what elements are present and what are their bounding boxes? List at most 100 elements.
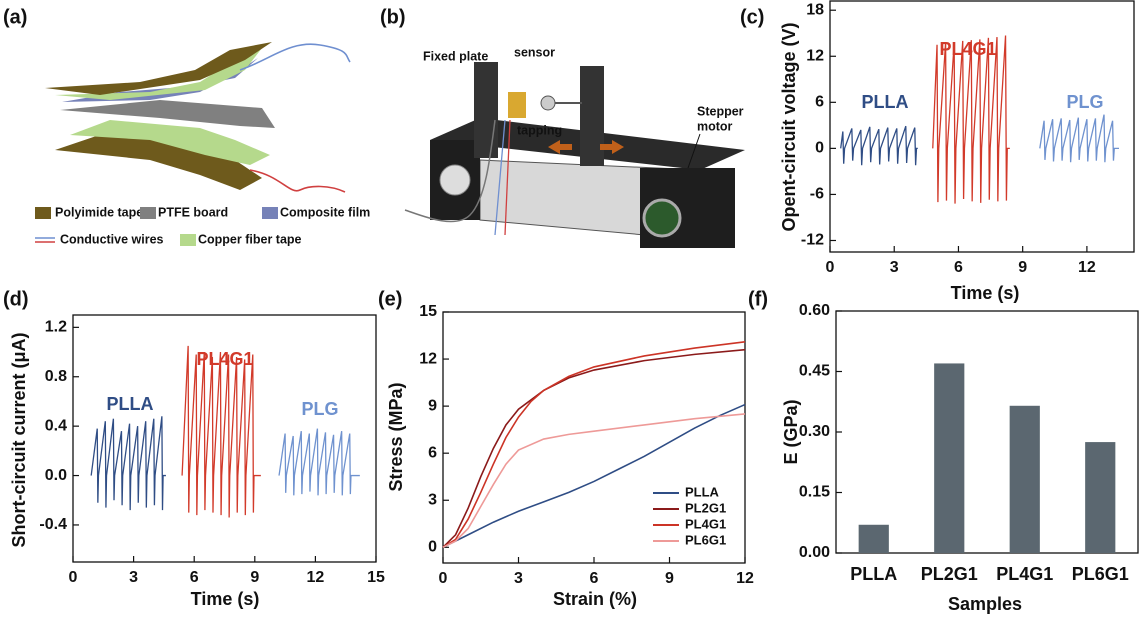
motor-pointer [687, 133, 701, 169]
x-axis-label: Samples [948, 594, 1022, 614]
x-tick-label: PLLA [850, 564, 897, 584]
legend-label: PL6G1 [685, 532, 726, 547]
legend-label: Copper fiber tape [198, 232, 302, 246]
arrow-right [600, 140, 624, 154]
y-tick-label: 0.45 [799, 363, 830, 380]
x-tick-label: 0 [69, 569, 78, 586]
panel-label: (d) [3, 288, 29, 310]
callout: Fixed plate [423, 49, 488, 63]
series-line [442, 403, 746, 549]
legend-swatch [180, 234, 196, 246]
legend-label: PTFE board [158, 205, 228, 219]
y-tick-label: 0.30 [799, 423, 830, 440]
wire-red [504, 119, 511, 236]
series-line [442, 348, 746, 548]
sensor-block [508, 92, 526, 118]
x-tick-label: 3 [890, 259, 899, 276]
x-tick-label: 12 [307, 569, 325, 586]
y-tick-label: 0.0 [45, 467, 67, 484]
y-tick-label: 0.15 [799, 484, 830, 501]
setup-diagram [404, 62, 745, 248]
y-axis-label: E (GPa) [781, 399, 801, 464]
panel-label: (a) [3, 6, 27, 28]
y-tick-label: -6 [810, 186, 824, 203]
legend-label: PL2G1 [685, 500, 726, 515]
x-tick-label: PL4G1 [996, 564, 1053, 584]
series-annotation: PLG [301, 399, 338, 419]
y-tick-label: 15 [419, 303, 437, 320]
y-tick-label: 18 [806, 1, 824, 18]
series-annotation: PL4G1 [196, 349, 253, 369]
bar [1009, 405, 1040, 553]
y-tick-label: 9 [428, 397, 437, 414]
y-tick-label: 0.00 [799, 544, 830, 561]
bar [858, 524, 889, 553]
y-axis-label: Opent-circuit voltage (V) [779, 22, 799, 231]
left-knob [439, 164, 471, 196]
x-tick-label: 3 [129, 569, 138, 586]
bottom-tape [55, 128, 262, 190]
callout: motor [697, 119, 733, 133]
y-axis-label: Short-circuit current (μA) [9, 332, 29, 547]
x-axis-label: Strain (%) [553, 589, 637, 609]
bar [1085, 442, 1116, 553]
x-axis-label: Time (s) [951, 283, 1020, 303]
x-tick-label: 15 [367, 569, 385, 586]
y-tick-label: 3 [428, 491, 437, 508]
y-tick-label: 0 [428, 539, 437, 556]
legend-swatch [35, 207, 51, 219]
ptfe-board [60, 100, 275, 128]
panel-label: (f) [748, 288, 768, 310]
x-tick-label: 9 [1018, 259, 1027, 276]
x-tick-label: 3 [514, 570, 523, 587]
x-tick-label: 6 [190, 569, 199, 586]
y-tick-label: 0.60 [799, 302, 830, 319]
tapper [540, 95, 556, 111]
y-tick-label: 1.2 [45, 319, 67, 336]
series-line [1039, 114, 1120, 163]
fixed-plate [474, 62, 498, 158]
wire-red [249, 169, 346, 193]
callout: sensor [514, 45, 555, 59]
y-axis-label: Stress (MPa) [386, 382, 406, 491]
x-tick-label: 0 [826, 259, 835, 276]
callout: Stepper [697, 104, 744, 118]
y-tick-label: 12 [806, 47, 824, 64]
series-annotation: PL4G1 [939, 39, 996, 59]
moving-plate [580, 66, 604, 166]
x-axis-label: Time (s) [191, 589, 260, 609]
x-tick-label: 12 [736, 570, 754, 587]
bar [934, 363, 965, 553]
x-tick-label: 9 [250, 569, 259, 586]
wire-blue [239, 43, 351, 71]
legend-label: PL4G1 [685, 516, 726, 531]
y-tick-label: 0.8 [45, 368, 67, 385]
x-tick-label: PL2G1 [921, 564, 978, 584]
series-line [442, 341, 746, 548]
callout: tapping [517, 123, 562, 137]
y-tick-label: 0.4 [45, 417, 67, 434]
legend-swatch [262, 207, 278, 219]
legend-swatch [140, 207, 156, 219]
x-tick-label: PL6G1 [1072, 564, 1129, 584]
series-line [932, 35, 1010, 204]
top-tape [45, 42, 272, 95]
axes-frame [829, 0, 1135, 253]
x-tick-label: 9 [665, 570, 674, 587]
legend-label: Conductive wires [60, 232, 164, 246]
layer-diagram [45, 42, 351, 193]
cable [404, 119, 496, 223]
axes-frame [72, 314, 377, 563]
x-tick-label: 0 [439, 570, 448, 587]
x-tick-label: 6 [954, 259, 963, 276]
series-line [90, 416, 166, 511]
legend-label: PLLA [685, 484, 720, 499]
y-tick-label: -0.4 [39, 516, 67, 533]
series-annotation: PLLA [862, 92, 909, 112]
bottom-copper [70, 120, 270, 165]
panel-label: (c) [740, 6, 764, 28]
y-tick-label: 0 [815, 140, 824, 157]
arrow-left [548, 140, 572, 154]
y-tick-label: 6 [815, 94, 824, 111]
